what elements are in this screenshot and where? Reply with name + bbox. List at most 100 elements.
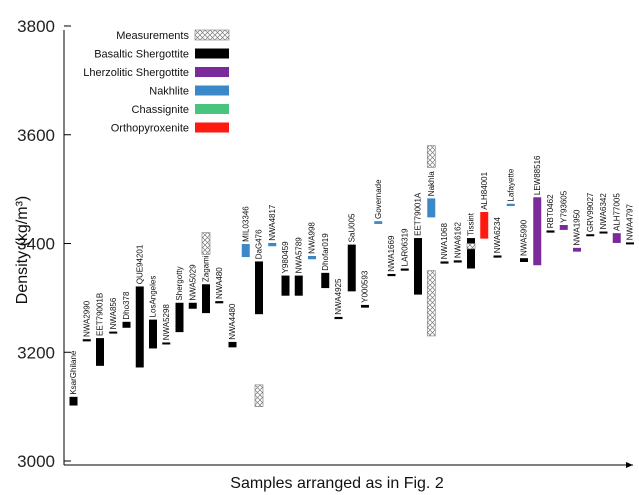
sample-label: KsarGhilane: [69, 350, 78, 395]
range-bar-que94201: [136, 286, 144, 367]
legend-swatch-lherzolitic: [195, 67, 229, 77]
sample-label: NWA5029: [188, 264, 197, 301]
sample-labels: KsarGhilane NWA2990 EET79001B NWA856 Dho378 Q…: [69, 92, 639, 395]
sample-label: ALH77005: [612, 193, 621, 231]
sample-label: LEW88516: [533, 155, 542, 195]
sample-label: NWA1068: [440, 223, 449, 260]
legend-swatch-basaltic: [195, 49, 229, 59]
legend-label: Basaltic Shergottite: [94, 49, 189, 61]
x-axis: [64, 462, 633, 468]
x-axis-title: Samples arranged as in Fig. 2: [230, 475, 444, 492]
range-bar-y793605: [560, 225, 568, 230]
sample-label: NWA1669: [387, 235, 396, 272]
range-bar-sau005: [348, 245, 356, 292]
range-bar-dho378: [123, 322, 131, 328]
sample-label: LosAngeles: [149, 276, 158, 318]
legend-label: Nakhlite: [149, 86, 189, 98]
range-bar-nakhla: [427, 198, 435, 217]
range-bar-lar06319: [401, 269, 409, 271]
sample-label: Tissint: [467, 212, 476, 236]
legend-swatch-measurements: [195, 30, 229, 40]
sample-label: Lafayette: [506, 168, 515, 201]
sample-label: QUE94201: [135, 244, 144, 284]
range-bar-eet79001a: [414, 238, 422, 295]
legend-label: Measurements: [116, 30, 189, 42]
range-bar-nwa856: [109, 332, 117, 334]
sample-label: EET79001A: [414, 192, 423, 236]
sample-label: NWA1950: [573, 209, 582, 246]
sample-label: SaU005: [347, 213, 356, 242]
range-bar-lafayette: [507, 204, 515, 206]
range-bar-losangeles: [149, 320, 157, 349]
sample-label: Governade: [374, 179, 383, 219]
legend-label: Orthopyroxenite: [111, 123, 189, 135]
range-bar-nwa4817: [268, 243, 276, 246]
range-bar-mil03346: [242, 244, 250, 257]
measurement-box: [427, 146, 435, 168]
sample-label: NWA4480: [228, 303, 237, 340]
range-bar-alh77005: [613, 233, 621, 243]
sample-label: Dho378: [122, 291, 131, 320]
range-bar-nwa4925: [335, 317, 343, 319]
measurement-box: [467, 244, 475, 249]
range-bar-nwa2990: [83, 339, 91, 341]
measurement-box: [427, 271, 435, 336]
range-bar-nwa5029: [189, 303, 197, 309]
range-bar-nwa998: [308, 256, 316, 259]
range-bar-nwa5298: [162, 342, 170, 344]
legend-label: Chassignite: [132, 104, 189, 116]
sample-label: RBT0462: [546, 194, 555, 228]
sample-label: NWA4925: [334, 278, 343, 315]
legend-swatch-chassignite: [195, 104, 229, 114]
sample-label: GRV99027: [586, 192, 595, 232]
sample-label: ALH84001: [480, 171, 489, 209]
sample-label: Nakhla: [427, 171, 436, 196]
legend-label: Lherzolitic Shergottite: [83, 67, 189, 79]
sample-label: DaG476: [255, 229, 264, 259]
range-bar-alh84001: [480, 212, 488, 239]
range-bar-nwa6162: [454, 260, 462, 262]
y-tick-label: 3800: [17, 17, 55, 36]
measurement-box: [202, 233, 210, 255]
range-bar-ksarghilane: [70, 397, 78, 406]
range-bar-nwa4797: [626, 242, 634, 244]
range-bar-governade: [374, 221, 382, 224]
legend-swatch-nakhlite: [195, 86, 229, 96]
range-bar-lew88516: [533, 197, 541, 265]
range-bar-shergotty: [176, 303, 184, 332]
sample-label: Dhofar019: [321, 233, 330, 271]
legend: Measurements Basaltic Shergottite Lherzoli…: [83, 30, 229, 135]
sample-label: Y980459: [281, 241, 290, 274]
sample-label: NWA5298: [162, 304, 171, 341]
range-bar-dag476: [255, 261, 263, 314]
range-bar-nwa480: [215, 301, 223, 303]
sample-label: NWA856: [109, 297, 118, 329]
y-tick-label: 3600: [17, 126, 55, 145]
range-bar-y980459: [282, 276, 290, 296]
y-axis-title: Density (kg/m³): [14, 196, 31, 304]
sample-label: Y000593: [361, 270, 370, 303]
sample-label: NWA5990: [520, 219, 529, 256]
sample-label: NWA6162: [453, 221, 462, 258]
range-bar-nwa1950: [573, 248, 581, 252]
range-bar-eet79001b: [96, 338, 104, 366]
range-bar-rbt0462: [547, 230, 555, 232]
range-bar-nwa5990: [520, 258, 528, 262]
measurement-box: [255, 385, 263, 407]
sample-label: NWA5789: [294, 237, 303, 274]
range-bar-nwa6342: [600, 232, 608, 234]
range-bar-nwa4480: [229, 342, 237, 347]
sample-label: Shergotty: [175, 266, 184, 300]
sample-label: MIL03346: [241, 206, 250, 242]
range-bar-nwa1068: [441, 261, 449, 263]
range-bar-nwa6234: [494, 255, 502, 257]
range-bar-nwa1669: [388, 274, 396, 276]
sample-label: NWA998: [308, 222, 317, 254]
range-bar-dhofar019: [321, 273, 329, 288]
sample-label: EET79001B: [96, 293, 105, 336]
range-bar-grv99027: [586, 234, 594, 236]
sample-label: Y793605: [559, 190, 568, 223]
sample-label: NWA6234: [493, 217, 502, 254]
range-bar-zagami: [202, 284, 210, 313]
